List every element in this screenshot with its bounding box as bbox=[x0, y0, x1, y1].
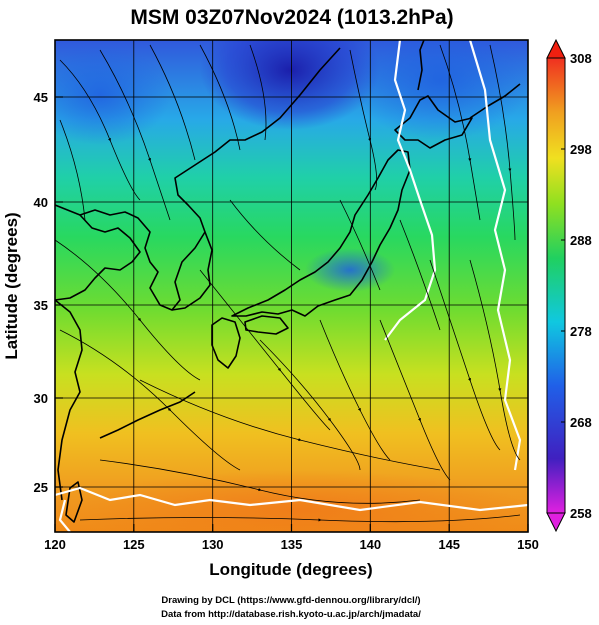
colorbar-min-arrow bbox=[546, 512, 566, 533]
cool-region-northwest bbox=[55, 45, 170, 145]
streamlines bbox=[55, 44, 521, 523]
y-tick-labels: 25 30 35 40 45 bbox=[34, 90, 48, 495]
x-tick-label: 140 bbox=[359, 537, 381, 552]
colorbar-gradient bbox=[546, 57, 566, 514]
colorbar-label: 268 bbox=[570, 415, 592, 430]
x-tick-label: 125 bbox=[123, 537, 145, 552]
chart-title: MSM 03Z07Nov2024 (1013.2hPa) bbox=[130, 6, 453, 29]
colorbar-label: 288 bbox=[570, 233, 592, 248]
credit-drawing: Drawing by DCL (https://www.gfd-dennou.o… bbox=[161, 595, 420, 606]
x-tick-label: 120 bbox=[44, 537, 66, 552]
colorbar: 308 298 288 278 268 258 bbox=[546, 38, 592, 533]
coast-sakhalin bbox=[417, 40, 425, 91]
cold-honshu-mountains bbox=[305, 248, 395, 292]
cold-region-north bbox=[200, 40, 380, 130]
x-tick-label: 145 bbox=[438, 537, 460, 552]
y-tick-label: 25 bbox=[34, 480, 48, 495]
white-isotherms bbox=[55, 40, 528, 532]
colorbar-label: 278 bbox=[570, 324, 592, 339]
coast-asia-mainland bbox=[55, 47, 341, 311]
coast-shandong bbox=[55, 214, 141, 301]
coast-ryukyu bbox=[99, 391, 196, 439]
cold-region-northeast bbox=[350, 40, 528, 140]
coast-korea-east bbox=[171, 231, 213, 311]
x-tick-label: 135 bbox=[281, 537, 303, 552]
colorbar-label: 298 bbox=[570, 142, 592, 157]
credit-data-source: Data from http://database.rish.kyoto-u.a… bbox=[161, 609, 421, 620]
colorbar-max-arrow bbox=[546, 38, 566, 59]
map-plot-area bbox=[55, 40, 528, 532]
coast-china-south bbox=[55, 299, 83, 501]
coast-taiwan bbox=[65, 481, 83, 523]
x-tick-label: 150 bbox=[517, 537, 539, 552]
x-tick-labels: 120 125 130 135 140 145 150 bbox=[44, 537, 539, 552]
colorbar-label: 258 bbox=[570, 506, 592, 521]
y-tick-label: 40 bbox=[34, 195, 48, 210]
coast-kurils bbox=[469, 83, 521, 119]
y-tick-label: 30 bbox=[34, 391, 48, 406]
x-tick-label: 130 bbox=[202, 537, 224, 552]
y-axis-title: Latitude (degrees) bbox=[2, 212, 21, 359]
tick-marks bbox=[54, 96, 529, 532]
coast-kyushu bbox=[211, 317, 241, 369]
y-tick-label: 45 bbox=[34, 90, 48, 105]
y-tick-label: 35 bbox=[34, 298, 48, 313]
colorbar-label: 308 bbox=[570, 51, 592, 66]
coast-hokkaido bbox=[394, 95, 473, 149]
x-axis-title: Longitude (degrees) bbox=[209, 560, 372, 579]
